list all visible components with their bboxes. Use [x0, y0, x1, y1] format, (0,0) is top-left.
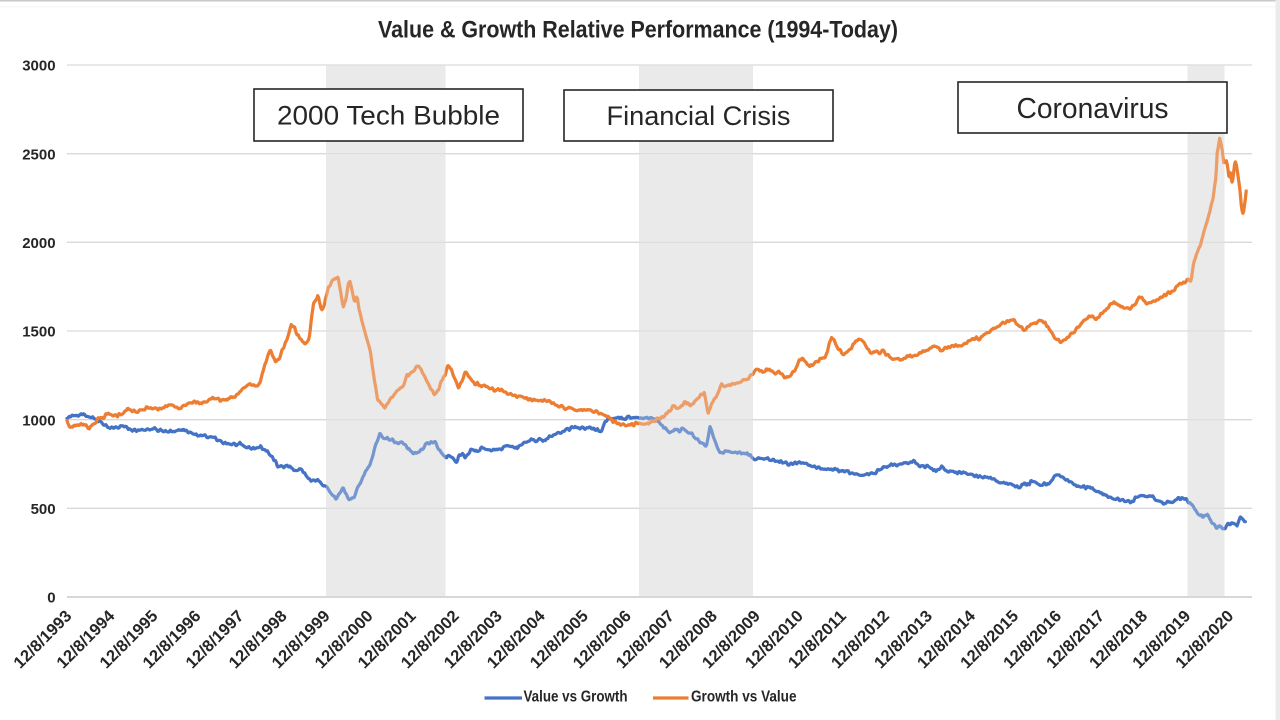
svg-text:Growth vs Value: Growth vs Value: [691, 689, 797, 706]
svg-text:2000: 2000: [22, 235, 55, 252]
svg-text:3000: 3000: [22, 58, 55, 75]
svg-text:1000: 1000: [22, 412, 55, 429]
svg-text:Coronavirus: Coronavirus: [1017, 93, 1169, 125]
svg-text:1500: 1500: [22, 324, 55, 341]
svg-text:0: 0: [47, 590, 55, 607]
svg-text:2500: 2500: [22, 146, 55, 163]
svg-text:Financial Crisis: Financial Crisis: [607, 101, 791, 131]
svg-text:Value vs Growth: Value vs Growth: [524, 689, 628, 706]
svg-text:Value & Growth Relative Perfor: Value & Growth Relative Performance (199…: [378, 17, 898, 44]
svg-text:500: 500: [31, 501, 56, 518]
svg-text:2000 Tech Bubble: 2000 Tech Bubble: [277, 101, 500, 131]
